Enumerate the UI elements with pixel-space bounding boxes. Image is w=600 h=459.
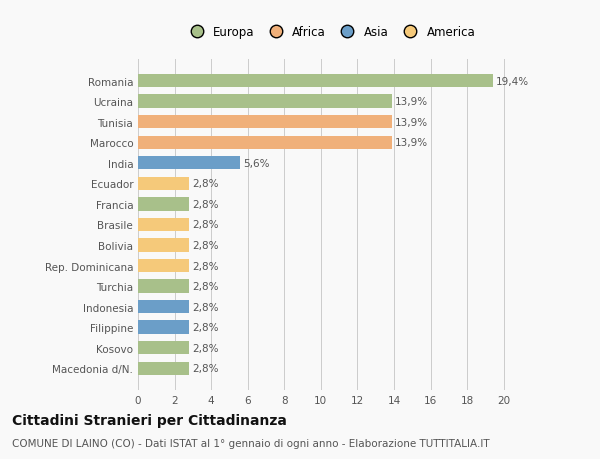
Bar [138, 136, 392, 150]
Text: COMUNE DI LAINO (CO) - Dati ISTAT al 1° gennaio di ogni anno - Elaborazione TUTT: COMUNE DI LAINO (CO) - Dati ISTAT al 1° … [12, 438, 490, 448]
Text: 13,9%: 13,9% [395, 138, 428, 148]
Bar [138, 116, 392, 129]
Bar [138, 177, 189, 190]
Text: Cittadini Stranieri per Cittadinanza: Cittadini Stranieri per Cittadinanza [12, 413, 287, 427]
Bar [138, 259, 189, 273]
Text: 2,8%: 2,8% [192, 199, 218, 209]
Text: 5,6%: 5,6% [243, 158, 269, 168]
Bar [138, 157, 241, 170]
Text: 2,8%: 2,8% [192, 220, 218, 230]
Text: 2,8%: 2,8% [192, 343, 218, 353]
Bar [138, 341, 189, 355]
Text: 13,9%: 13,9% [395, 97, 428, 107]
Text: 2,8%: 2,8% [192, 364, 218, 374]
Bar [138, 362, 189, 375]
Text: 2,8%: 2,8% [192, 261, 218, 271]
Bar [138, 239, 189, 252]
Text: 13,9%: 13,9% [395, 118, 428, 127]
Text: 2,8%: 2,8% [192, 302, 218, 312]
Text: 2,8%: 2,8% [192, 281, 218, 291]
Text: 2,8%: 2,8% [192, 241, 218, 251]
Text: 2,8%: 2,8% [192, 323, 218, 332]
Bar [138, 321, 189, 334]
Bar [138, 280, 189, 293]
Bar [138, 300, 189, 313]
Bar [138, 95, 392, 108]
Bar [138, 218, 189, 232]
Bar [138, 198, 189, 211]
Text: 2,8%: 2,8% [192, 179, 218, 189]
Bar [138, 75, 493, 88]
Text: 19,4%: 19,4% [496, 76, 529, 86]
Legend: Europa, Africa, Asia, America: Europa, Africa, Asia, America [181, 22, 479, 43]
